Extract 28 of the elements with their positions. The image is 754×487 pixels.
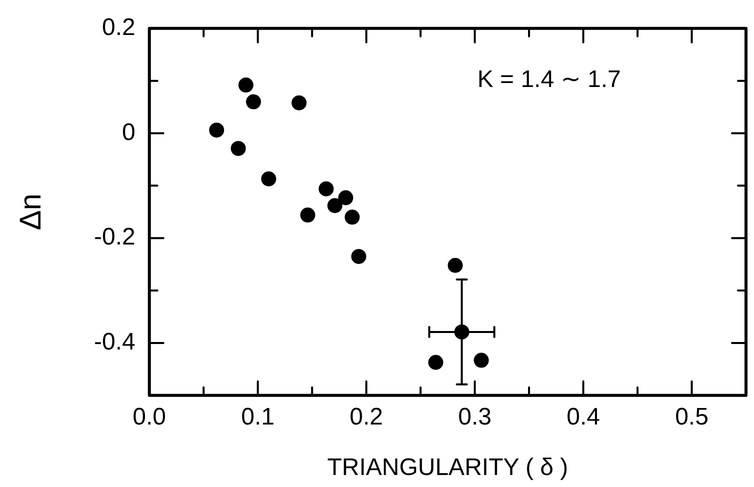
point xyxy=(238,78,254,93)
y-tick-label: 0.2 xyxy=(102,14,136,42)
y-axis-title: Δn xyxy=(14,194,48,230)
point xyxy=(448,258,463,273)
point xyxy=(318,181,334,196)
x-tick-label: 0.1 xyxy=(241,403,275,430)
x-tick-label: 0.0 xyxy=(132,403,166,430)
point xyxy=(292,95,307,110)
y-tick-label: 0 xyxy=(122,118,136,146)
point xyxy=(474,352,489,368)
point xyxy=(338,190,354,206)
point xyxy=(261,171,276,186)
x-axis-title: TRIANGULARITY ( δ ) xyxy=(327,454,568,482)
point xyxy=(428,354,444,370)
point xyxy=(344,210,360,225)
x-tick-label: 0.3 xyxy=(458,403,492,430)
point xyxy=(351,248,366,264)
point xyxy=(209,122,224,138)
point xyxy=(246,94,261,110)
point xyxy=(230,140,246,156)
annotation: K = 1.4 ∼ 1.7 xyxy=(477,66,621,94)
point xyxy=(300,208,316,223)
x-tick-label: 0.2 xyxy=(350,403,384,430)
x-tick-label: 0.5 xyxy=(675,403,708,430)
point xyxy=(327,198,342,214)
y-tick-label: -0.2 xyxy=(94,224,136,251)
x-tick-label: 0.4 xyxy=(566,403,600,430)
y-tick-label: -0.4 xyxy=(94,328,136,356)
